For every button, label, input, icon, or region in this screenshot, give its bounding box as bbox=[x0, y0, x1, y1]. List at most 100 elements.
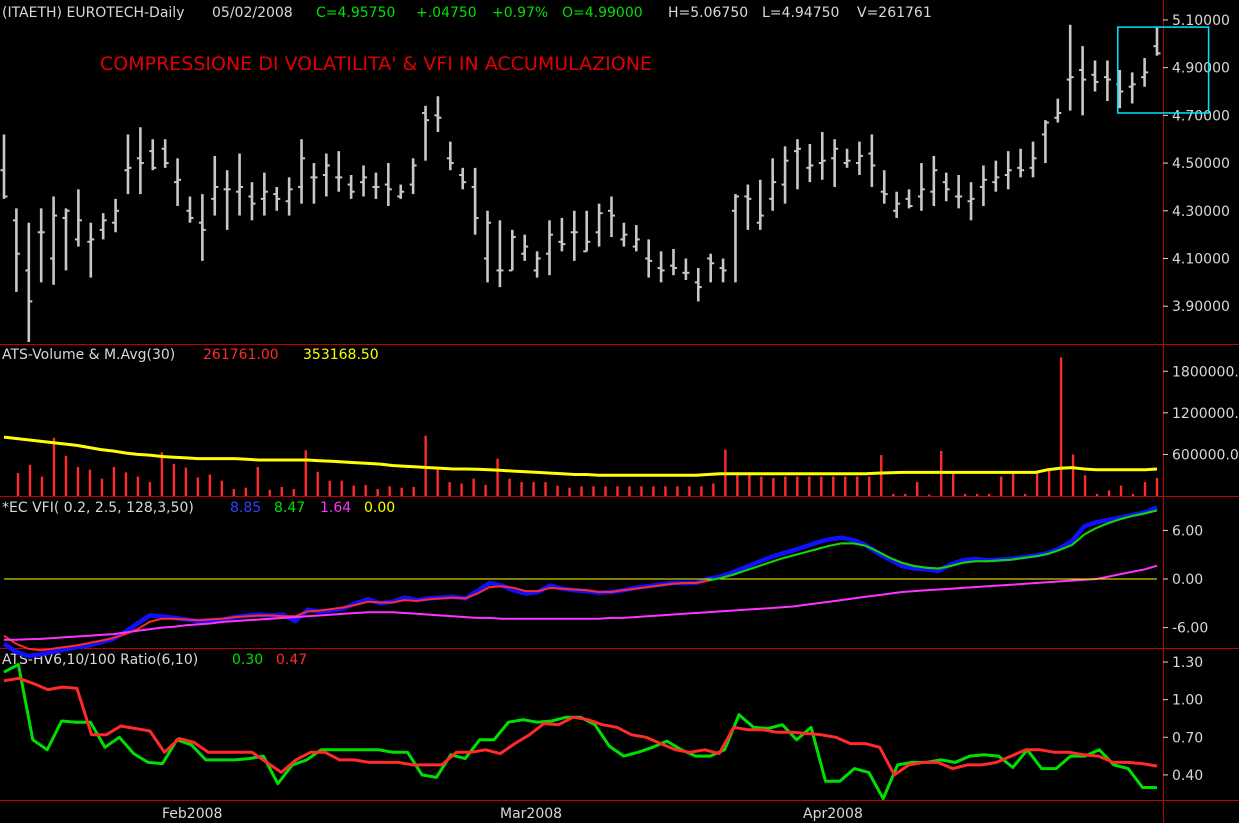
ohlc-bar bbox=[756, 179, 764, 230]
ohlc-bar bbox=[248, 182, 256, 221]
header-date: 05/02/2008 bbox=[212, 5, 293, 21]
ohlc-bar bbox=[37, 208, 45, 283]
vfi-legend-yellow: 0.00 bbox=[364, 500, 395, 516]
ohlc-bar bbox=[87, 222, 95, 278]
ohlc-bar bbox=[360, 165, 368, 197]
y-tick-label: 1.00 bbox=[1172, 693, 1203, 709]
ohlc-bar bbox=[211, 155, 219, 216]
y-tick-label: 4.10000 bbox=[1172, 252, 1230, 268]
ohlc-bar bbox=[558, 217, 566, 252]
ohlc-bar bbox=[880, 170, 888, 204]
header-close: C=4.95750 bbox=[316, 5, 395, 21]
ohlc-bar bbox=[818, 132, 826, 180]
ohlc-bar bbox=[508, 229, 516, 272]
ohlc-bar bbox=[1041, 120, 1049, 164]
ohlc-bar bbox=[669, 248, 677, 276]
volume-panel: 1800000. 1200000. 600000.00 bbox=[3, 357, 1239, 496]
ohlc-bar bbox=[694, 268, 702, 302]
ohlc-bar bbox=[335, 151, 343, 192]
ohlc-bar bbox=[422, 105, 430, 161]
ohlc-bar bbox=[942, 172, 950, 202]
ohlc-bar bbox=[236, 153, 244, 216]
ohlc-bar bbox=[459, 167, 467, 190]
y-tick-label: 4.30000 bbox=[1172, 204, 1230, 220]
ohlc-bar bbox=[223, 170, 231, 230]
annotation-title: COMPRESSIONE DI VOLATILITA' & VFI IN ACC… bbox=[100, 53, 652, 75]
y-tick-label: 4.50000 bbox=[1172, 156, 1230, 172]
header-low: L=4.94750 bbox=[762, 5, 839, 21]
x-tick-feb: Feb2008 bbox=[162, 806, 222, 822]
ohlc-bar bbox=[1153, 27, 1161, 56]
y-tick-label: 0.70 bbox=[1172, 730, 1203, 746]
header-volume: V=261761 bbox=[857, 5, 932, 21]
ohlc-bar bbox=[198, 194, 206, 261]
y-tick-label: 1.30 bbox=[1172, 655, 1203, 671]
ohlc-bar bbox=[620, 222, 628, 247]
ohlc-bar bbox=[719, 258, 727, 283]
ohlc-bar bbox=[74, 189, 82, 247]
ohlc-bar bbox=[521, 234, 529, 261]
ohlc-bar bbox=[682, 258, 690, 280]
y-tick-label: 6.00 bbox=[1172, 523, 1203, 539]
vfi-legend-blue: 8.85 bbox=[230, 500, 261, 516]
ohlc-bar bbox=[1141, 58, 1149, 87]
ohlc-bar bbox=[546, 220, 554, 276]
header-high: H=5.06750 bbox=[668, 5, 748, 21]
ohlc-bar bbox=[793, 139, 801, 190]
ohlc-bar bbox=[917, 163, 925, 211]
ohlc-bar bbox=[372, 172, 380, 199]
vfi-panel-title: *EC VFI( 0.2, 2.5, 128,3,50) bbox=[2, 500, 194, 516]
ohlc-bar bbox=[446, 141, 454, 171]
x-tick-mar: Mar2008 bbox=[500, 806, 562, 822]
ohlc-bar bbox=[645, 239, 653, 278]
vfi-panel: 6.00 0.00 -6.00 bbox=[2, 505, 1208, 659]
ohlc-bar bbox=[868, 134, 876, 187]
ohlc-bar bbox=[1066, 24, 1074, 111]
hv-legend-red: 0.47 bbox=[276, 652, 307, 668]
y-tick-label: 1800000. bbox=[1172, 364, 1239, 380]
ohlc-bar bbox=[1079, 46, 1087, 116]
ohlc-bar bbox=[298, 139, 306, 204]
ohlc-bar bbox=[893, 191, 901, 218]
y-tick-label: 0.40 bbox=[1172, 768, 1203, 784]
y-tick-label: 4.90000 bbox=[1172, 61, 1230, 77]
ohlc-bar bbox=[831, 139, 839, 187]
ohlc-bar bbox=[707, 253, 715, 283]
ohlc-bar bbox=[12, 208, 20, 292]
ohlc-bar bbox=[99, 213, 107, 240]
ohlc-bar bbox=[161, 139, 169, 168]
ohlc-bar bbox=[496, 220, 504, 288]
ohlc-bar bbox=[843, 148, 851, 168]
ohlc-bar bbox=[260, 172, 268, 216]
ohlc-bar bbox=[149, 139, 157, 171]
ohlc-bar bbox=[484, 210, 492, 283]
ohlc-bar bbox=[992, 160, 1000, 192]
y-tick-label: 4.70000 bbox=[1172, 108, 1230, 124]
ohlc-bar bbox=[570, 210, 578, 261]
ohlc-bar bbox=[434, 96, 442, 133]
y-tick-label: 600000.00 bbox=[1172, 447, 1239, 463]
ohlc-bar bbox=[50, 196, 58, 285]
ohlc-bar bbox=[1029, 141, 1037, 178]
vfi-green-line bbox=[707, 509, 1158, 582]
y-tick-label: 3.90000 bbox=[1172, 299, 1230, 315]
ohlc-bar bbox=[1128, 72, 1136, 104]
y-tick-label: 0.00 bbox=[1172, 572, 1203, 588]
volume-legend-ma: 353168.50 bbox=[303, 347, 379, 363]
header-open: O=4.99000 bbox=[562, 5, 643, 21]
volume-legend-value: 261761.00 bbox=[203, 347, 279, 363]
ohlc-bar bbox=[855, 141, 863, 175]
price-panel: 5.10000 4.90000 4.70000 4.50000 4.30000 4.100… bbox=[0, 13, 1230, 342]
ohlc-bar bbox=[1017, 148, 1025, 178]
ohlc-bar bbox=[533, 251, 541, 278]
x-tick-apr: Apr2008 bbox=[803, 806, 863, 822]
ohlc-bar bbox=[347, 175, 355, 199]
header-pct: +0.97% bbox=[492, 5, 548, 21]
ohlc-bar bbox=[186, 196, 194, 223]
vfi-slow-line bbox=[4, 564, 1158, 641]
header-symbol: (ITAETH) EUROTECH-Daily bbox=[2, 5, 185, 21]
ohlc-bar bbox=[136, 127, 144, 195]
